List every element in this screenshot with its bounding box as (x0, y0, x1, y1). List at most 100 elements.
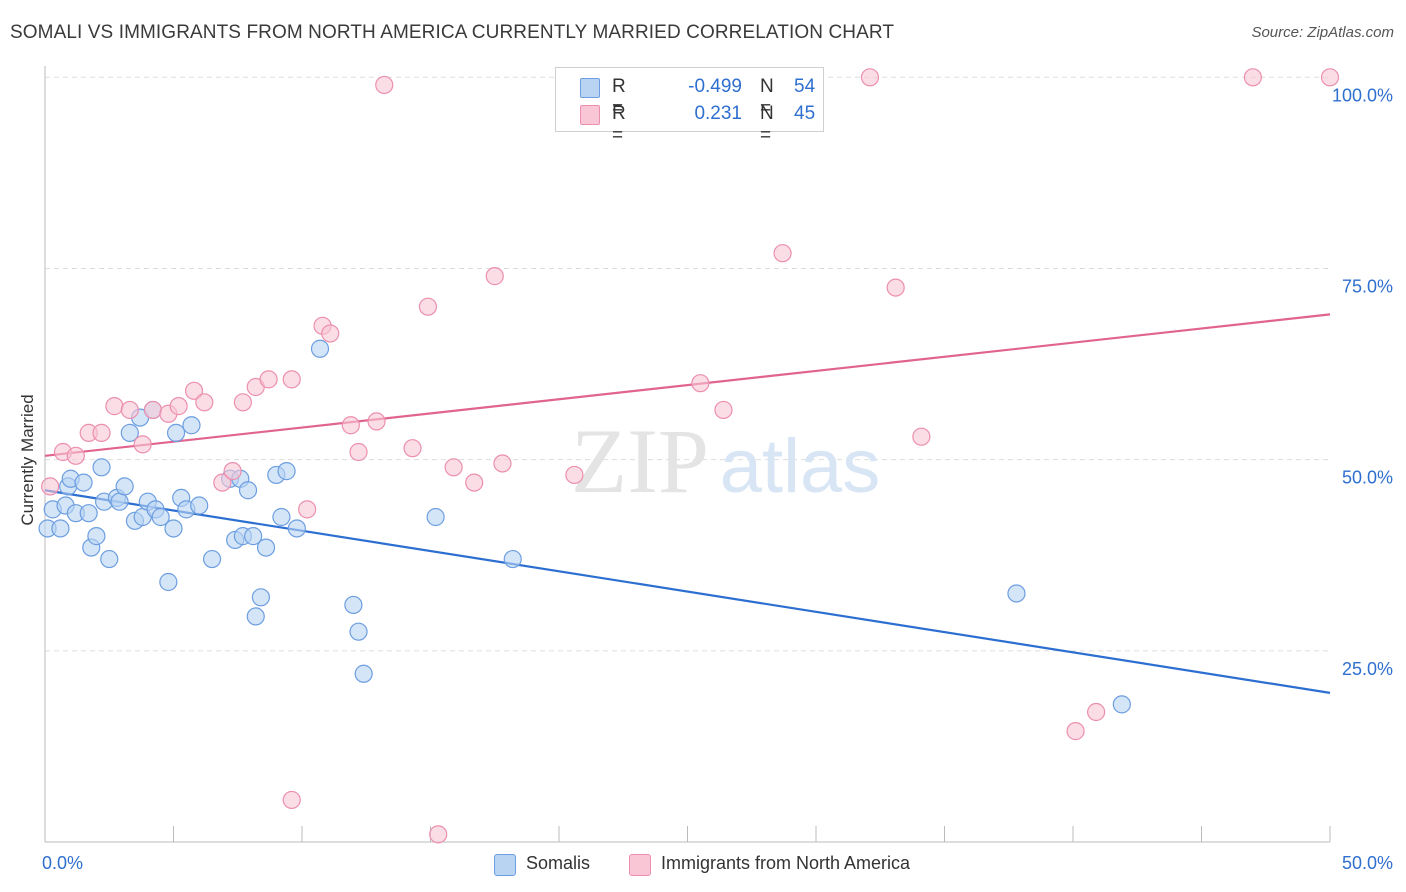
point-immigrants (465, 473, 484, 492)
point-immigrants (1087, 702, 1106, 722)
bottom-legend-label-somalis: Somalis (526, 853, 591, 873)
point-immigrants (1066, 722, 1085, 741)
point-somalis (238, 481, 258, 500)
point-somalis (1007, 584, 1026, 603)
grid-lines (45, 76, 1330, 652)
point-somalis (349, 622, 368, 641)
trend-line-somalis (44, 489, 1331, 694)
point-immigrants (429, 825, 448, 844)
point-immigrants (444, 458, 463, 477)
point-somalis (79, 504, 98, 523)
point-immigrants (259, 370, 278, 389)
legend-n-value: 45 (794, 103, 816, 124)
point-immigrants (493, 454, 512, 473)
point-immigrants (912, 427, 931, 446)
bottom-legend-label-immigrants: Immigrants from North America (661, 853, 911, 873)
y-tick-label: 25.0% (1342, 659, 1393, 679)
point-immigrants (1320, 68, 1340, 87)
trend-lines (44, 313, 1331, 694)
legend-swatch-somalis (580, 78, 600, 98)
point-immigrants (1243, 68, 1263, 87)
point-somalis (92, 458, 111, 477)
watermark: ZIP atlas (571, 410, 880, 512)
watermark-atlas: atlas (720, 424, 881, 509)
point-somalis (256, 538, 276, 557)
y-tick-label: 75.0% (1342, 276, 1393, 296)
point-immigrants (298, 500, 317, 519)
point-immigrants (143, 400, 163, 420)
point-somalis (190, 496, 209, 515)
point-somalis (287, 519, 306, 538)
point-somalis (426, 507, 445, 527)
point-somalis (182, 416, 201, 435)
trend-line-immigrants (44, 313, 1331, 457)
point-immigrants (41, 477, 60, 496)
point-immigrants (403, 439, 422, 458)
legend-r-label: R = (612, 76, 626, 119)
point-somalis (166, 423, 186, 442)
legend-r-label: R = (612, 103, 626, 146)
point-somalis (115, 477, 134, 496)
point-immigrants (105, 397, 124, 416)
point-immigrants (223, 462, 242, 481)
point-somalis (354, 664, 373, 683)
point-somalis (272, 507, 291, 527)
point-somalis (244, 527, 263, 546)
point-somalis (51, 519, 70, 538)
tick-labels: 25.0% 50.0% 75.0% 100.0% 0.0% 50.0% (42, 85, 1393, 873)
stats-legend: R = -0.499 N = 54 R = 0.231 N = 45 (555, 67, 824, 146)
point-somalis (120, 423, 139, 442)
point-immigrants (233, 393, 252, 412)
legend-r-value: 0.231 (694, 103, 742, 124)
legend-swatch-immigrants (580, 105, 600, 125)
point-somalis (151, 507, 170, 527)
point-immigrants (321, 324, 340, 343)
watermark-zip: ZIP (571, 410, 709, 512)
data-points (38, 68, 1340, 844)
point-immigrants (120, 400, 139, 420)
point-immigrants (169, 397, 188, 416)
point-somalis (100, 549, 119, 569)
legend-r-value: -0.499 (688, 76, 742, 97)
source-label: Source: ZipAtlas.com (1251, 24, 1394, 41)
point-immigrants (691, 374, 710, 393)
point-immigrants (133, 435, 152, 454)
point-immigrants (184, 381, 204, 400)
point-immigrants (92, 423, 111, 442)
chart-title: SOMALI VS IMMIGRANTS FROM NORTH AMERICA … (10, 22, 895, 43)
point-somalis (159, 572, 178, 592)
point-somalis (74, 473, 93, 492)
point-somalis (503, 549, 522, 569)
legend-n-label: N = (760, 103, 774, 146)
point-immigrants (66, 446, 85, 465)
point-immigrants (195, 393, 214, 412)
point-somalis (87, 527, 106, 546)
point-immigrants (565, 465, 584, 485)
point-immigrants (282, 370, 301, 389)
point-immigrants (485, 267, 504, 286)
point-immigrants (367, 412, 386, 431)
point-immigrants (213, 473, 232, 492)
bottom-legend-swatch-immigrants (629, 854, 651, 876)
y-tick-label: 100.0% (1332, 85, 1393, 105)
point-immigrants (282, 790, 301, 810)
point-immigrants (341, 416, 360, 435)
point-somalis (246, 607, 265, 626)
y-tick-label: 50.0% (1342, 468, 1393, 488)
x-tick-label: 0.0% (42, 853, 83, 873)
point-somalis (277, 462, 296, 481)
point-somalis (1112, 695, 1131, 714)
axes (44, 66, 1331, 843)
point-immigrants (349, 442, 368, 462)
point-immigrants (375, 75, 394, 95)
point-immigrants (714, 400, 733, 420)
point-immigrants (418, 297, 438, 316)
point-somalis (164, 519, 183, 538)
bottom-legend-swatch-somalis (494, 854, 516, 876)
point-somalis (202, 549, 222, 569)
legend-n-value: 54 (794, 76, 816, 97)
point-immigrants (886, 278, 905, 297)
x-tick-label: 50.0% (1342, 853, 1393, 873)
point-somalis (344, 595, 363, 615)
